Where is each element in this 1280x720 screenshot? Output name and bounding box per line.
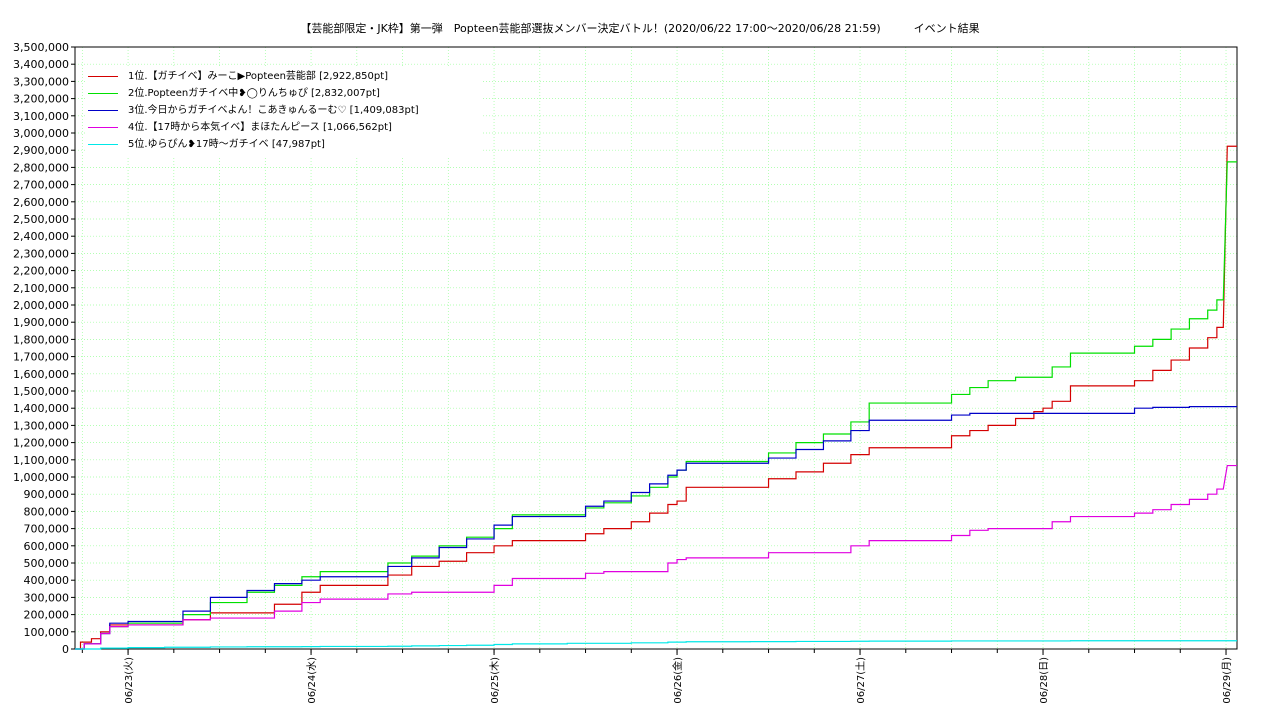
y-tick-label: 3,100,000 bbox=[13, 110, 69, 123]
legend-label: 2位.Popteenガチイベ中❥◯りんちゅぴ [2,832,007pt] bbox=[128, 88, 380, 99]
y-tick-label: 1,800,000 bbox=[13, 333, 69, 346]
y-tick-label: 1,500,000 bbox=[13, 385, 69, 398]
y-tick-label: 2,000,000 bbox=[13, 299, 69, 312]
y-tick-label: 800,000 bbox=[24, 505, 70, 518]
y-tick-label: 1,600,000 bbox=[13, 368, 69, 381]
y-tick-label: 2,600,000 bbox=[13, 196, 69, 209]
y-tick-label: 3,500,000 bbox=[13, 41, 69, 54]
x-tick-label: 06/23(火) bbox=[123, 657, 135, 704]
y-tick-label: 1,900,000 bbox=[13, 316, 69, 329]
legend-item: 1位.【ガチイベ】みーこ▶Popteen芸能部 [2,922,850pt] bbox=[86, 69, 482, 85]
series-line bbox=[75, 145, 1237, 650]
y-tick-label: 2,900,000 bbox=[13, 144, 69, 157]
chart-title: 【芸能部限定・JK枠】第一弾 Popteen芸能部選抜メンバー決定バトル！(20… bbox=[300, 22, 980, 35]
y-tick-label: 900,000 bbox=[24, 488, 70, 501]
legend-swatch bbox=[88, 93, 118, 94]
series-line bbox=[75, 640, 1237, 650]
legend-swatch bbox=[88, 144, 118, 145]
legend-swatch bbox=[88, 76, 118, 77]
y-tick-label: 3,000,000 bbox=[13, 127, 69, 140]
y-tick-label: 1,700,000 bbox=[13, 351, 69, 364]
y-tick-label: 2,700,000 bbox=[13, 179, 69, 192]
y-tick-label: 2,300,000 bbox=[13, 247, 69, 260]
series-line bbox=[75, 464, 1237, 650]
y-tick-label: 600,000 bbox=[24, 540, 70, 553]
y-tick-label: 2,400,000 bbox=[13, 230, 69, 243]
x-tick-label: 06/29(月) bbox=[1221, 657, 1233, 704]
legend-label: 4位.【17時から本気イベ】まほたんピース [1,066,562pt] bbox=[128, 122, 392, 133]
legend-item: 2位.Popteenガチイベ中❥◯りんちゅぴ [2,832,007pt] bbox=[86, 86, 482, 102]
y-tick-label: 2,800,000 bbox=[13, 161, 69, 174]
y-tick-label: 700,000 bbox=[24, 523, 70, 536]
legend-label: 3位.今日からガチイベよん！こあきゅんるーむ♡ [1,409,083pt] bbox=[128, 105, 419, 116]
x-tick-label: 06/24(水) bbox=[306, 657, 318, 704]
x-tick-label: 06/25(木) bbox=[489, 657, 501, 704]
y-tick-label: 3,300,000 bbox=[13, 75, 69, 88]
legend-swatch bbox=[88, 127, 118, 128]
y-tick-label: 500,000 bbox=[24, 557, 70, 570]
y-tick-label: 1,200,000 bbox=[13, 437, 69, 450]
y-tick-label: 2,200,000 bbox=[13, 265, 69, 278]
y-tick-label: 1,000,000 bbox=[13, 471, 69, 484]
x-tick-label: 06/28(日) bbox=[1039, 657, 1050, 704]
y-tick-label: 1,300,000 bbox=[13, 419, 69, 432]
y-tick-label: 0 bbox=[62, 643, 69, 656]
y-tick-label: 3,400,000 bbox=[13, 58, 69, 71]
y-tick-label: 1,100,000 bbox=[13, 454, 69, 467]
legend-item: 3位.今日からガチイベよん！こあきゅんるーむ♡ [1,409,083pt] bbox=[86, 103, 482, 119]
y-tick-label: 200,000 bbox=[24, 609, 70, 622]
series-line bbox=[75, 161, 1237, 650]
y-tick-label: 300,000 bbox=[24, 591, 70, 604]
y-tick-label: 3,200,000 bbox=[13, 93, 69, 106]
y-tick-label: 2,500,000 bbox=[13, 213, 69, 226]
chart-legend: 1位.【ガチイベ】みーこ▶Popteen芸能部 [2,922,850pt] 2位… bbox=[86, 68, 482, 158]
plot-frame bbox=[74, 46, 1238, 650]
x-tick-label: 06/26(金) bbox=[671, 657, 684, 704]
y-tick-label: 1,400,000 bbox=[13, 402, 69, 415]
x-tick-label: 06/27(土) bbox=[854, 657, 867, 704]
y-tick-label: 2,100,000 bbox=[13, 282, 69, 295]
series-line bbox=[75, 406, 1237, 650]
legend-item: 5位.ゆらぴん❥17時〜ガチイベ [47,987pt] bbox=[86, 137, 482, 153]
legend-item: 4位.【17時から本気イベ】まほたんピース [1,066,562pt] bbox=[86, 120, 482, 136]
legend-swatch bbox=[88, 110, 118, 111]
y-tick-label: 100,000 bbox=[24, 626, 70, 639]
y-tick-label: 400,000 bbox=[24, 574, 70, 587]
legend-label: 1位.【ガチイベ】みーこ▶Popteen芸能部 [2,922,850pt] bbox=[128, 71, 389, 82]
legend-label: 5位.ゆらぴん❥17時〜ガチイベ [47,987pt] bbox=[128, 139, 325, 150]
